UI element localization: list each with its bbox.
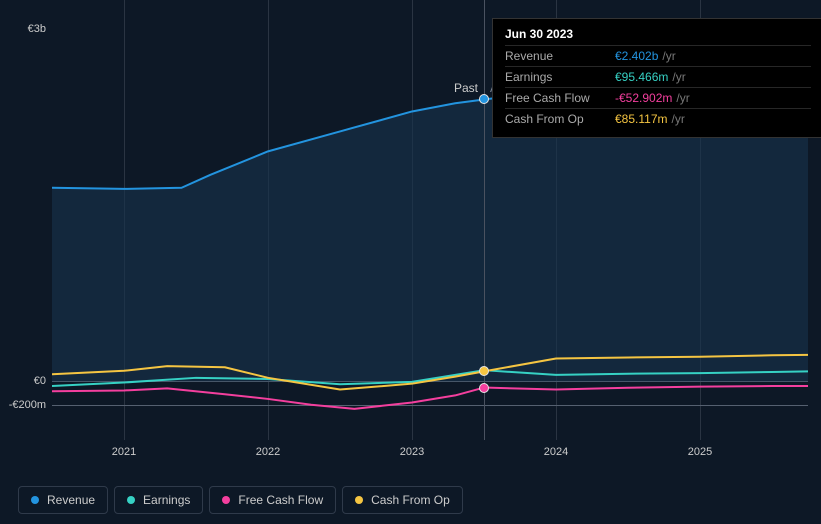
- y-tick-label: -€200m: [9, 399, 46, 411]
- legend-item-revenue[interactable]: Revenue: [18, 486, 108, 514]
- marker-cfo: [479, 366, 489, 376]
- tooltip-row-value: €2.402b: [615, 49, 658, 63]
- x-tick-label: 2022: [256, 446, 280, 458]
- y-tick-label: €3b: [28, 23, 46, 35]
- tooltip-row-label: Earnings: [505, 70, 615, 84]
- tooltip-row-value: €85.117m: [615, 112, 667, 126]
- legend-item-label: Cash From Op: [371, 493, 450, 507]
- x-tick-label: 2024: [544, 446, 568, 458]
- tooltip-row-label: Cash From Op: [505, 112, 615, 126]
- tooltip-row-suffix: /yr: [672, 70, 685, 84]
- legend-item-free-cash-flow[interactable]: Free Cash Flow: [209, 486, 336, 514]
- tooltip-row-label: Revenue: [505, 49, 615, 63]
- tooltip: Jun 30 2023 Revenue€2.402b/yrEarnings€95…: [492, 18, 821, 138]
- legend-item-label: Free Cash Flow: [238, 493, 323, 507]
- legend-item-earnings[interactable]: Earnings: [114, 486, 203, 514]
- legend-dot-icon: [355, 496, 363, 504]
- legend: Revenue Earnings Free Cash Flow Cash From O…: [18, 486, 463, 514]
- tooltip-row: Revenue€2.402b/yr: [505, 45, 811, 66]
- tooltip-row-suffix: /yr: [662, 49, 675, 63]
- legend-dot-icon: [222, 496, 230, 504]
- legend-dot-icon: [127, 496, 135, 504]
- tooltip-row: Free Cash Flow-€52.902m/yr: [505, 87, 811, 108]
- tooltip-row-suffix: /yr: [671, 112, 684, 126]
- tooltip-row-value: €95.466m: [615, 70, 668, 84]
- tooltip-row-value: -€52.902m: [615, 91, 672, 105]
- legend-item-label: Earnings: [143, 493, 190, 507]
- legend-dot-icon: [31, 496, 39, 504]
- tooltip-date: Jun 30 2023: [505, 27, 811, 41]
- x-tick-label: 2025: [688, 446, 712, 458]
- x-tick-label: 2021: [112, 446, 136, 458]
- x-tick-label: 2023: [400, 446, 424, 458]
- tooltip-row-label: Free Cash Flow: [505, 91, 615, 105]
- tooltip-row-suffix: /yr: [676, 91, 689, 105]
- y-tick-label: €0: [34, 375, 46, 387]
- tooltip-row: Earnings€95.466m/yr: [505, 66, 811, 87]
- tooltip-row: Cash From Op€85.117m/yr: [505, 108, 811, 129]
- legend-item-cash-from-op[interactable]: Cash From Op: [342, 486, 463, 514]
- legend-item-label: Revenue: [47, 493, 95, 507]
